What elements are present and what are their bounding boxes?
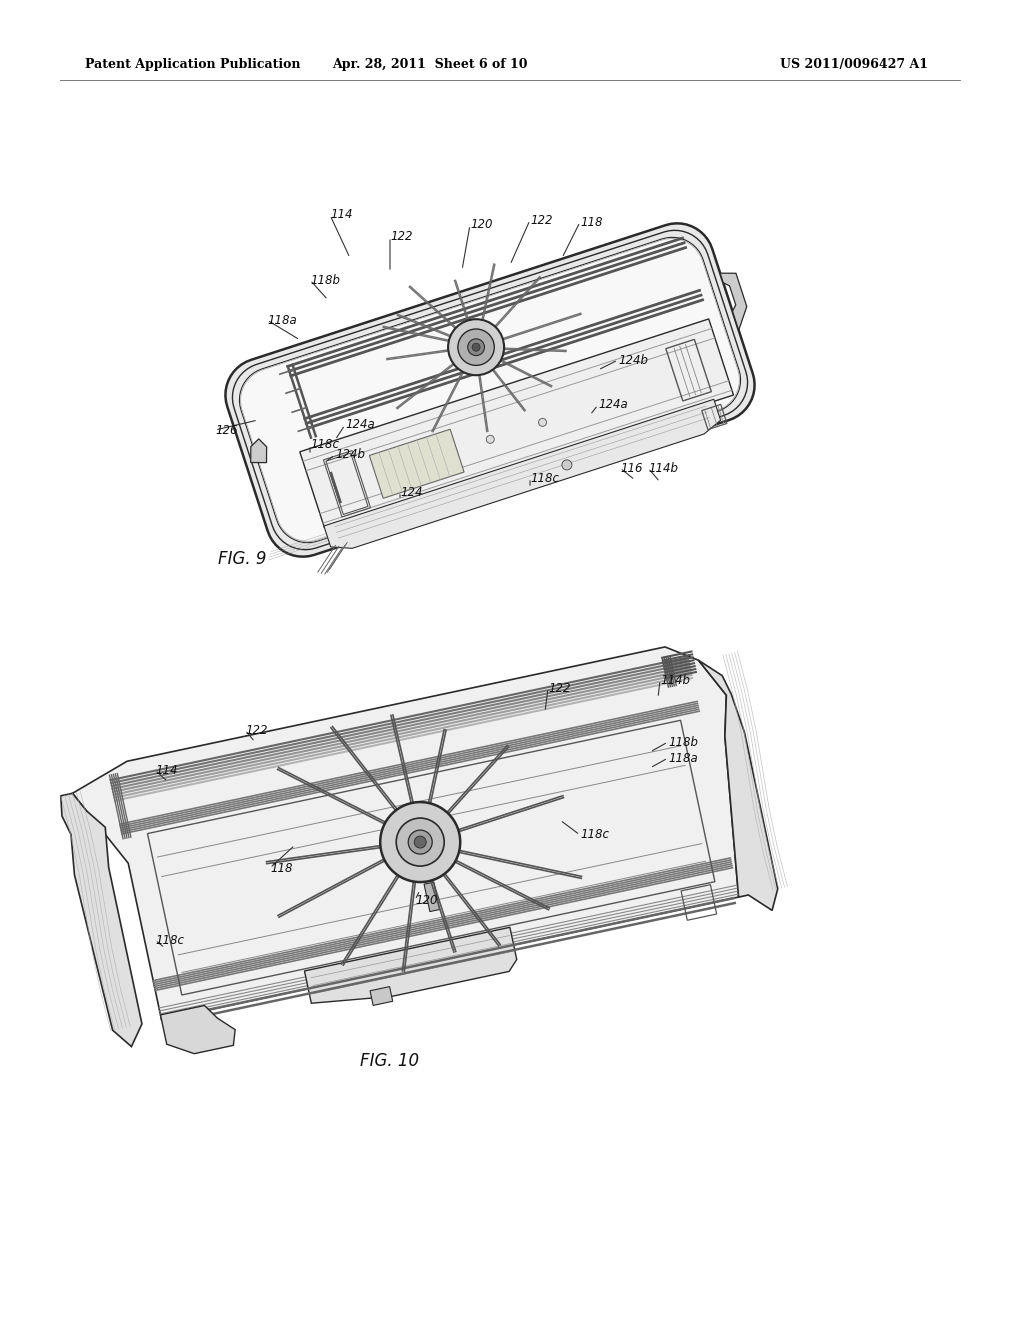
Circle shape: [458, 329, 495, 366]
Polygon shape: [370, 429, 464, 498]
Circle shape: [562, 459, 572, 470]
Text: 118c: 118c: [155, 933, 184, 946]
Text: 118: 118: [580, 215, 602, 228]
Circle shape: [468, 339, 484, 355]
Circle shape: [539, 418, 547, 426]
Circle shape: [396, 818, 444, 866]
Text: 118c: 118c: [530, 471, 559, 484]
Text: 118c: 118c: [580, 829, 609, 842]
Text: 114b: 114b: [660, 673, 690, 686]
Text: 118b: 118b: [310, 273, 340, 286]
Text: Patent Application Publication: Patent Application Publication: [85, 58, 300, 71]
Text: US 2011/0096427 A1: US 2011/0096427 A1: [780, 58, 928, 71]
Circle shape: [409, 830, 432, 854]
Text: FIG. 9: FIG. 9: [218, 550, 266, 568]
Circle shape: [449, 319, 504, 375]
Text: 118: 118: [270, 862, 293, 874]
Text: FIG. 10: FIG. 10: [360, 1052, 419, 1071]
Polygon shape: [370, 986, 393, 1006]
Text: 120: 120: [470, 219, 493, 231]
Text: 122: 122: [245, 723, 267, 737]
Text: 122: 122: [390, 231, 413, 243]
Polygon shape: [324, 399, 721, 548]
Text: 118c: 118c: [310, 438, 339, 451]
Text: 122: 122: [530, 214, 553, 227]
Polygon shape: [424, 882, 439, 912]
Text: 126: 126: [215, 424, 238, 437]
Polygon shape: [225, 223, 755, 557]
Polygon shape: [698, 660, 778, 911]
Polygon shape: [60, 793, 142, 1047]
Polygon shape: [241, 239, 739, 541]
Polygon shape: [304, 927, 517, 1003]
Polygon shape: [720, 273, 746, 330]
Polygon shape: [73, 647, 738, 1020]
Circle shape: [380, 803, 460, 882]
Text: 114b: 114b: [648, 462, 678, 474]
Text: 116: 116: [620, 462, 642, 474]
Text: 124b: 124b: [618, 354, 648, 367]
Polygon shape: [300, 319, 733, 528]
Text: 124b: 124b: [335, 449, 365, 462]
Text: 124a: 124a: [345, 418, 375, 432]
Polygon shape: [161, 1006, 236, 1053]
Text: 118a: 118a: [668, 751, 697, 764]
Circle shape: [472, 343, 480, 351]
Text: 114: 114: [155, 763, 177, 776]
Text: 120: 120: [415, 894, 437, 907]
Text: Apr. 28, 2011  Sheet 6 of 10: Apr. 28, 2011 Sheet 6 of 10: [332, 58, 527, 71]
Circle shape: [486, 436, 495, 444]
Text: 118b: 118b: [668, 735, 698, 748]
Polygon shape: [251, 438, 266, 462]
Text: 124a: 124a: [598, 399, 628, 412]
Text: 118a: 118a: [267, 314, 297, 326]
Circle shape: [415, 836, 426, 847]
Text: 124: 124: [400, 486, 423, 499]
Text: 114: 114: [330, 209, 352, 222]
Text: 122: 122: [548, 681, 570, 694]
